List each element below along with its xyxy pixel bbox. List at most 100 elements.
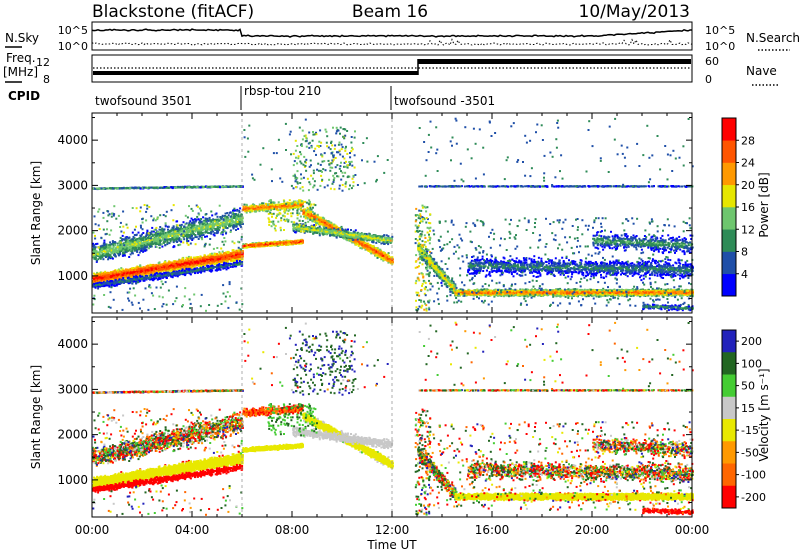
power-cell (115, 270, 118, 273)
power-cell (235, 259, 238, 262)
power-cell (134, 249, 136, 252)
power-cell (166, 272, 169, 275)
power-cell (131, 275, 134, 278)
power-cell (196, 215, 199, 218)
power-cell (160, 273, 163, 276)
power-cell (218, 267, 221, 270)
power-cell (189, 266, 192, 269)
power-cell (230, 255, 233, 258)
power-cell (221, 250, 224, 253)
power-cell (142, 232, 145, 234)
power-cell (198, 213, 201, 216)
power-cell (220, 255, 223, 258)
power-cell (122, 277, 125, 280)
power-cell (180, 238, 183, 241)
power-cell (211, 260, 214, 263)
power-cell (153, 233, 156, 236)
power-cell (213, 234, 216, 237)
power-cell (94, 247, 97, 250)
power-cell (144, 249, 147, 252)
beam-title: Beam 16 (352, 2, 428, 22)
power-cell (98, 276, 101, 279)
power-cell (160, 243, 163, 246)
power-cell (172, 264, 175, 267)
power-cell (106, 273, 108, 275)
power-cell (158, 243, 161, 246)
power-cell (114, 280, 117, 283)
power-cell (143, 277, 145, 280)
power-cell (240, 258, 243, 261)
power-cell (107, 271, 109, 274)
power-cell (110, 229, 113, 232)
power-cell (182, 266, 185, 269)
power-cell (231, 258, 234, 261)
power-cell (146, 207, 149, 210)
power-cell (129, 272, 132, 275)
power-cell (141, 218, 144, 221)
power-cell (108, 285, 111, 288)
power-cell (213, 232, 216, 235)
power-cell (190, 269, 193, 271)
power-cell (167, 261, 170, 264)
power-cell (225, 262, 228, 265)
power-cell (166, 241, 169, 244)
power-cell (92, 253, 95, 256)
power-cell (109, 241, 112, 244)
power-cell (165, 264, 168, 267)
power-cell (132, 271, 135, 273)
power-cell (107, 210, 110, 213)
power-cell (150, 230, 153, 233)
power-cell (200, 218, 203, 220)
power-cell (241, 257, 244, 260)
power-cell (127, 239, 130, 242)
power-cell (164, 222, 167, 225)
power-cell (240, 248, 243, 251)
power-cell (99, 276, 102, 279)
power-cell (223, 237, 226, 239)
power-cell (113, 284, 116, 287)
power-cell (123, 254, 126, 257)
power-cell (232, 256, 234, 259)
power-cell (174, 261, 176, 264)
power-cell (168, 272, 171, 275)
power-cell (197, 231, 200, 234)
power-cell (138, 240, 140, 243)
power-cell (180, 240, 183, 243)
power-cell (212, 259, 214, 262)
power-cell (92, 231, 95, 234)
power-cell (122, 270, 125, 273)
power-cell (236, 258, 239, 260)
power-cell (175, 267, 178, 270)
cpid-segment-3: twofsound -3501 (394, 94, 495, 108)
power-cell (216, 263, 218, 266)
power-cell (174, 268, 177, 271)
power-cell (195, 264, 198, 267)
power-cell (168, 232, 171, 235)
power-cell (213, 257, 216, 260)
power-cell (131, 252, 134, 255)
power-cell (205, 228, 208, 231)
power-cell (180, 233, 183, 236)
power-cell (93, 280, 96, 282)
power-cell (139, 264, 142, 267)
power-cell (184, 263, 187, 266)
power-cell (183, 269, 186, 272)
power-cell (237, 215, 240, 218)
power-cell (186, 242, 189, 245)
power-cell (103, 271, 105, 274)
power-cell (93, 281, 96, 284)
power-cell (232, 221, 235, 224)
power-cell (141, 228, 144, 231)
power-cell (239, 251, 242, 254)
power-cell (106, 220, 109, 223)
power-cell (216, 247, 219, 249)
power-cell (207, 219, 210, 222)
nave-tick-top: 60 (705, 55, 719, 68)
power-cell (134, 269, 137, 272)
power-cell (95, 273, 98, 276)
power-cell (175, 260, 178, 263)
power-cell (218, 219, 221, 222)
cpid-label: CPID (8, 89, 40, 103)
power-cell (111, 212, 113, 215)
power-cell (137, 268, 140, 271)
